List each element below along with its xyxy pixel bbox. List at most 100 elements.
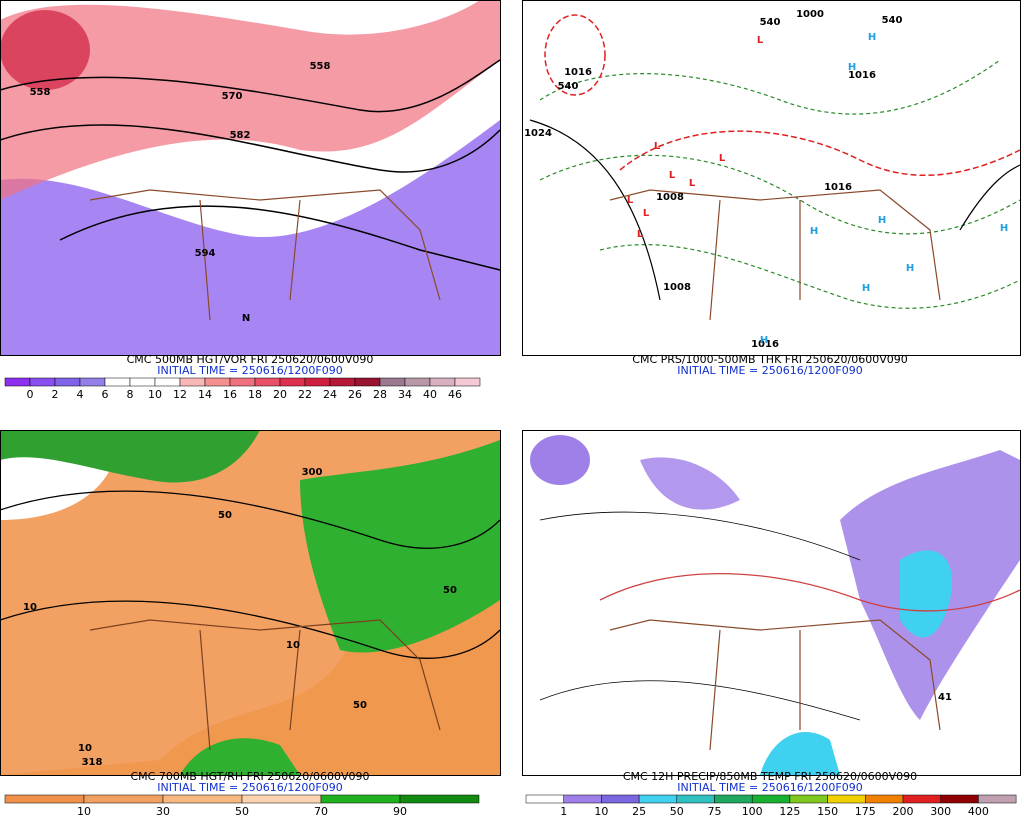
colorbar-label: 175 <box>855 805 876 818</box>
colorbar-label: 18 <box>248 388 262 401</box>
colorbar-box <box>751 794 791 804</box>
pressure-center: L <box>669 170 676 181</box>
map-700mb <box>0 430 501 776</box>
colorbar-label: 46 <box>448 388 462 401</box>
initial-time: INITIAL TIME = 250616/1200F090 <box>677 364 862 377</box>
colorbar-box <box>714 794 753 804</box>
initial-time: INITIAL TIME = 250616/1200F090 <box>157 364 342 377</box>
pressure-center: H <box>760 335 768 346</box>
panel-caption: CMC 700MB HGT/RH FRI 250620/0600V090 <box>130 770 369 783</box>
map-precip <box>522 430 1021 776</box>
colorbar-box <box>902 794 941 804</box>
pressure-center: H <box>906 263 914 274</box>
colorbar-box <box>379 377 406 387</box>
colorbar-box <box>525 794 564 804</box>
colorbar-label: 8 <box>127 388 134 401</box>
colorbar-label: 150 <box>817 805 838 818</box>
colorbar-label: 50 <box>670 805 684 818</box>
colorbar-label: 75 <box>708 805 722 818</box>
colorbar-box <box>79 377 106 387</box>
colorbar-label: 125 <box>779 805 800 818</box>
colorbar-label: 400 <box>968 805 989 818</box>
colorbar-box <box>827 794 866 804</box>
contour-label: 1008 <box>656 192 684 203</box>
panel: CMC PRS/1000-500MB THK FRI 250620/0600V0… <box>524 9 1008 377</box>
contour-label: 540 <box>558 81 579 92</box>
pressure-center: H <box>862 283 870 294</box>
pressure-center: H <box>878 215 886 226</box>
contour-label: 558 <box>30 87 51 98</box>
colorbar-label: 40 <box>423 388 437 401</box>
colorbar-box <box>179 377 206 387</box>
colorbar-label: 12 <box>173 388 187 401</box>
panel-caption: CMC 500MB HGT/VOR FRI 250620/0600V090 <box>127 353 374 366</box>
contour-label: 41 <box>938 692 952 703</box>
contour-label: 1016 <box>824 182 852 193</box>
colorbar-label: 10 <box>77 805 91 818</box>
colorbar-box <box>104 377 131 387</box>
contour-label: 1016 <box>848 70 876 81</box>
pressure-center: H <box>848 62 856 73</box>
initial-time: INITIAL TIME = 250616/1200F090 <box>157 781 342 794</box>
contour-label: 318 <box>82 757 103 768</box>
colorbar-label: 22 <box>298 388 312 401</box>
colorbar-label: 50 <box>235 805 249 818</box>
colorbar-box <box>563 794 602 804</box>
contour-label: 1000 <box>796 9 824 20</box>
colorbar-box <box>978 794 1017 804</box>
pressure-center: L <box>719 153 726 164</box>
colorbar-box <box>83 794 164 804</box>
colorbar-label: 26 <box>348 388 362 401</box>
contour-label: 582 <box>230 130 251 141</box>
contour-label: 540 <box>760 17 781 28</box>
colorbar-label: 10 <box>594 805 608 818</box>
pressure-center: H <box>810 226 818 237</box>
colorbar-box <box>320 794 401 804</box>
colorbar-box <box>279 377 306 387</box>
contour-label: 1008 <box>663 282 691 293</box>
colorbar-box <box>638 794 678 804</box>
pressure-center: H <box>1000 223 1008 234</box>
colorbar-box <box>54 377 81 387</box>
colorbar-box <box>304 377 331 387</box>
pressure-center: L <box>627 195 634 206</box>
colorbar-box <box>329 377 356 387</box>
panel-caption: CMC PRS/1000-500MB THK FRI 250620/0600V0… <box>632 353 907 366</box>
colorbar-label: 34 <box>398 388 412 401</box>
colorbar-box <box>354 377 381 387</box>
colorbar-label: 14 <box>198 388 212 401</box>
panel: CMC 700MB HGT/RH FRI 250620/0600V090INIT… <box>4 467 480 818</box>
colorbar-box <box>404 377 431 387</box>
colorbar-box <box>154 377 181 387</box>
pressure-center: H <box>868 32 876 43</box>
pressure-center: L <box>654 141 661 152</box>
colorbar-label: 4 <box>77 388 84 401</box>
colorbar-label: 90 <box>393 805 407 818</box>
colorbar-box <box>399 794 480 804</box>
panel: CMC 12H PRECIP/850MB TEMP FRI 250620/060… <box>525 692 1017 818</box>
colorbar-label: 300 <box>930 805 951 818</box>
colorbar-box <box>162 794 243 804</box>
colorbar-label: 30 <box>156 805 170 818</box>
colorbar-box <box>241 794 322 804</box>
pressure-center: L <box>637 229 644 240</box>
colorbar-label: 24 <box>323 388 337 401</box>
colorbar-box <box>865 794 904 804</box>
contour-label: 10 <box>286 640 300 651</box>
contour-label: 1016 <box>751 339 779 350</box>
colorbar-box <box>454 377 481 387</box>
colorbar-box <box>676 794 715 804</box>
colorbar-label: 16 <box>223 388 237 401</box>
colorbar-box <box>254 377 281 387</box>
colorbar-box <box>940 794 979 804</box>
colorbar-label: 1 <box>560 805 567 818</box>
colorbar-label: 25 <box>632 805 646 818</box>
contour-label: 540 <box>882 15 903 26</box>
colorbar-box <box>129 377 156 387</box>
colorbar-box <box>601 794 640 804</box>
contour-label: 10 <box>23 602 37 613</box>
pressure-center: L <box>643 208 650 219</box>
contour-label: 50 <box>353 700 367 711</box>
contour-label: 1016 <box>564 67 592 78</box>
